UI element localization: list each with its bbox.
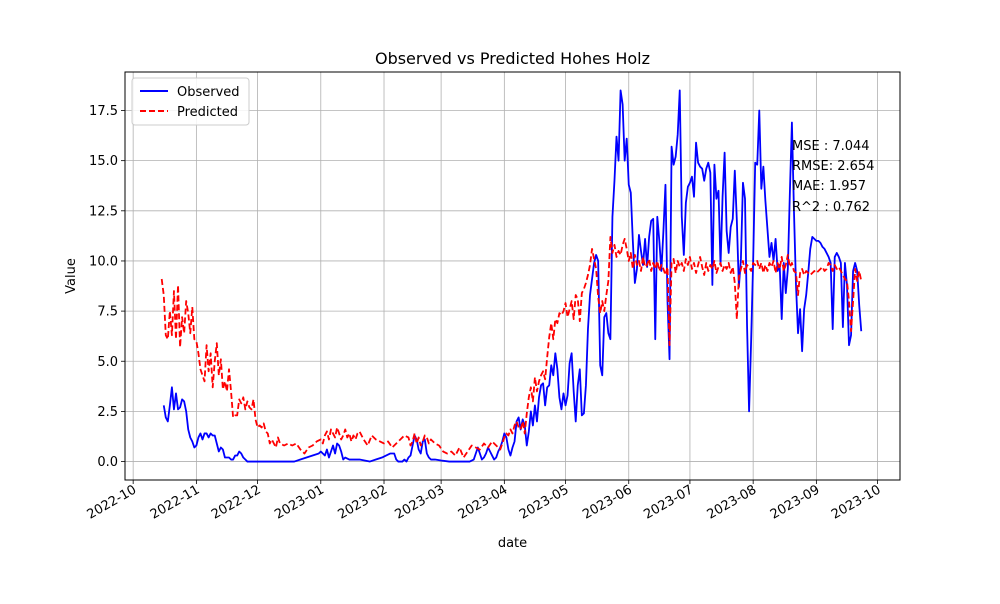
- plot-frame: [124, 71, 901, 481]
- y-tick-label: 12.5: [89, 204, 118, 219]
- y-tick-label: 2.5: [97, 405, 118, 420]
- legend-observed-label: Observed: [177, 85, 240, 100]
- y-tick-label: 15.0: [89, 154, 118, 169]
- y-tick-label: 10.0: [89, 254, 118, 269]
- mse-annotation: MSE : 7.044: [792, 139, 870, 154]
- y-tick-label: 0.0: [97, 455, 118, 470]
- series-layer: [160, 89, 863, 463]
- chart-title: Observed vs Predicted Hohes Holz: [375, 49, 650, 68]
- legend-predicted-label: Predicted: [177, 105, 238, 120]
- y-tick-label: 5.0: [97, 355, 118, 370]
- x-axis-label: date: [498, 536, 527, 551]
- y-axis-ticks: 0.0 2.5 5.0 7.5 10.0 12.5 15.0 17.5: [89, 104, 125, 470]
- metrics-annotations: MSE : 7.044 RMSE: 2.654 MAE: 1.957 R^2 :…: [792, 139, 874, 215]
- y-tick-label: 17.5: [89, 104, 118, 119]
- r2-annotation: R^2 : 0.762: [792, 200, 870, 215]
- y-tick-label: 7.5: [97, 305, 118, 320]
- series-line-observed: [162, 89, 863, 463]
- rmse-annotation: RMSE: 2.654: [792, 159, 874, 174]
- legend-box: [131, 77, 250, 126]
- legend: Observed Predicted: [131, 77, 250, 126]
- y-axis-label: Value: [64, 258, 79, 294]
- mae-annotation: MAE: 1.957: [792, 179, 866, 194]
- series-line-predicted: [160, 235, 863, 459]
